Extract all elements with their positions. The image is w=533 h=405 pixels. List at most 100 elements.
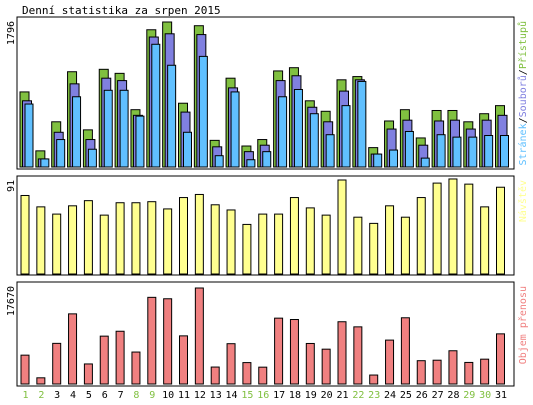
- bottom-bar-objem-přenosu-day-7: [115, 330, 125, 385]
- middle-bar-návštěv-day-21: [337, 179, 347, 275]
- bottom-bar-objem-přenosu-day-14: [226, 343, 236, 385]
- middle-bar-návštěv-day-13: [210, 204, 220, 275]
- day-label-22: 22: [352, 390, 364, 401]
- middle-bar-návštěv-day-10: [163, 208, 173, 275]
- top-legend-item-1: /: [518, 117, 529, 123]
- bottom-bar-objem-přenosu-day-24: [385, 339, 395, 385]
- bottom-bar-objem-přenosu-day-30: [480, 358, 490, 385]
- top-bar-stránek-day-4: [72, 96, 82, 168]
- day-label-17: 17: [273, 390, 285, 401]
- bottom-legend: Objem přenosu: [517, 286, 529, 364]
- middle-bar-návštěv-day-14: [226, 209, 236, 275]
- middle-legend-item-0: Návštěv: [517, 180, 529, 222]
- top-bar-stránek-day-27: [436, 134, 446, 168]
- bottom-bar-objem-přenosu-day-26: [416, 360, 426, 385]
- top-bar-stránek-day-25: [404, 130, 414, 168]
- middle-legend: Návštěv: [517, 180, 529, 222]
- day-label-3: 3: [54, 390, 60, 401]
- middle-bar-návštěv-day-1: [20, 194, 30, 275]
- top-bar-stránek-day-17: [278, 96, 288, 168]
- day-label-2: 2: [38, 390, 44, 401]
- top-bar-stránek-day-1: [24, 103, 34, 168]
- day-label-30: 30: [479, 390, 491, 401]
- bottom-panel-frame: [16, 281, 515, 387]
- bottom-bar-objem-přenosu-day-3: [52, 342, 62, 385]
- middle-panel: 91 Návštěv: [6, 175, 529, 276]
- day-axis: 1 2 3 4 5 6 7 8 9 10 11 12 13 14 15 16 17 18 19 20 21 22 23 24 2…: [22, 390, 507, 401]
- bottom-bar-objem-přenosu-day-21: [337, 321, 347, 385]
- top-bar-stránek-day-29: [468, 136, 478, 168]
- top-legend-item-2: Souborů: [517, 75, 529, 117]
- day-label-26: 26: [416, 390, 428, 401]
- day-label-21: 21: [336, 390, 348, 401]
- day-label-23: 23: [368, 390, 380, 401]
- top-bar-stránek-day-24: [389, 149, 399, 168]
- day-label-8: 8: [133, 390, 139, 401]
- middle-bar-návštěv-day-24: [385, 205, 395, 275]
- middle-bar-návštěv-day-31: [496, 186, 505, 275]
- bottom-bar-objem-přenosu-day-5: [83, 363, 93, 385]
- top-bar-stránek-day-8: [135, 115, 145, 168]
- day-label-4: 4: [70, 390, 76, 401]
- top-bar-stránek-day-5: [87, 148, 97, 168]
- middle-bar-návštěv-day-18: [289, 197, 299, 275]
- top-bar-stránek-day-30: [484, 135, 494, 168]
- day-label-10: 10: [162, 390, 174, 401]
- bottom-bar-objem-přenosu-day-27: [432, 359, 442, 385]
- bottom-bar-objem-přenosu-day-23: [369, 374, 379, 385]
- top-bar-stránek-day-15: [246, 159, 256, 168]
- day-label-28: 28: [447, 390, 459, 401]
- top-legend-item-0: Stránek: [517, 123, 529, 165]
- bottom-bar-objem-přenosu-day-2: [36, 377, 46, 385]
- day-label-15: 15: [241, 390, 253, 401]
- middle-bar-návštěv-day-11: [179, 197, 188, 275]
- day-label-16: 16: [257, 390, 269, 401]
- middle-bar-návštěv-day-4: [68, 205, 78, 275]
- bottom-bar-objem-přenosu-day-19: [305, 342, 315, 385]
- day-label-1: 1: [22, 390, 28, 401]
- top-bar-stránek-day-2: [40, 158, 50, 168]
- bottom-bar-objem-přenosu-day-12: [194, 287, 204, 385]
- day-label-12: 12: [194, 390, 206, 401]
- day-label-29: 29: [463, 390, 475, 401]
- top-bar-stránek-day-11: [183, 131, 192, 168]
- middle-bar-návštěv-day-12: [194, 193, 204, 275]
- top-bar-stránek-day-23: [373, 153, 383, 168]
- top-bar-stránek-day-19: [309, 113, 319, 168]
- middle-bar-návštěv-day-29: [464, 183, 474, 275]
- middle-panel-frame: [16, 175, 515, 276]
- middle-bar-návštěv-day-8: [131, 202, 141, 275]
- bottom-legend-item-0: Objem přenosu: [517, 286, 529, 364]
- middle-bar-návštěv-day-17: [274, 213, 284, 275]
- middle-bar-návštěv-day-5: [83, 200, 93, 275]
- top-bar-stránek-day-9: [151, 43, 161, 168]
- top-bar-stránek-day-21: [341, 105, 351, 168]
- middle-max-label: 91: [6, 180, 17, 192]
- middle-bar-návštěv-day-16: [258, 213, 268, 275]
- day-label-13: 13: [210, 390, 222, 401]
- top-bar-stránek-day-22: [357, 80, 367, 168]
- bottom-bar-objem-přenosu-day-6: [99, 335, 109, 385]
- middle-bar-návštěv-day-7: [115, 202, 125, 275]
- top-bar-stránek-day-13: [214, 155, 224, 168]
- day-label-9: 9: [149, 390, 155, 401]
- top-bar-stránek-day-26: [420, 157, 430, 168]
- top-legend-item-3: /: [518, 69, 529, 75]
- top-bar-stránek-day-7: [119, 89, 129, 168]
- day-label-20: 20: [321, 390, 333, 401]
- top-legend-item-4: Přístupů: [517, 21, 529, 69]
- day-label-7: 7: [118, 390, 124, 401]
- bottom-bar-objem-přenosu-day-9: [147, 296, 157, 385]
- day-label-24: 24: [384, 390, 396, 401]
- chart-title: Denní statistika za srpen 2015: [22, 4, 221, 17]
- middle-bar-návštěv-day-22: [353, 216, 363, 275]
- middle-bar-návštěv-day-28: [448, 178, 458, 275]
- bottom-panel: 17670 Objem přenosu: [6, 281, 529, 387]
- bottom-bar-objem-přenosu-day-11: [179, 335, 188, 385]
- top-panel-frame: [16, 16, 515, 170]
- bottom-bar-objem-přenosu-day-17: [274, 317, 284, 385]
